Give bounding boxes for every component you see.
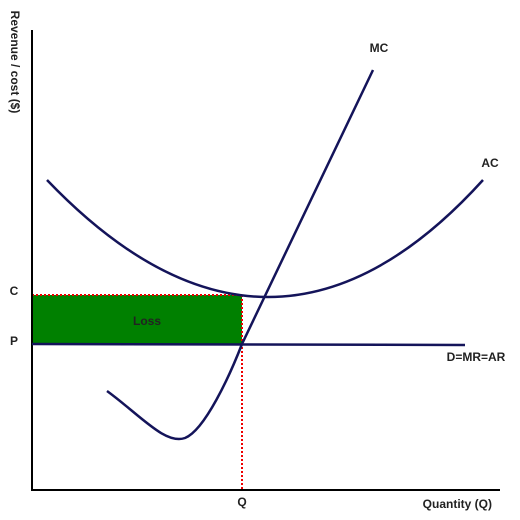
ac-curve — [46, 179, 484, 299]
x-axis-label: Quantity (Q) — [423, 497, 492, 511]
p-label: P — [10, 334, 18, 348]
mc-label: MC — [370, 41, 389, 55]
loss-area — [32, 295, 242, 344]
loss-label: Loss — [133, 314, 161, 328]
y-axis-label: Revenue / cost ($) — [8, 11, 22, 114]
mc-curve — [106, 69, 375, 441]
q-label: Q — [237, 495, 246, 509]
c-label: C — [10, 284, 19, 298]
demand-curve — [31, 342, 466, 347]
demand-label: D=MR=AR — [447, 350, 506, 364]
ac-label: AC — [481, 156, 499, 170]
